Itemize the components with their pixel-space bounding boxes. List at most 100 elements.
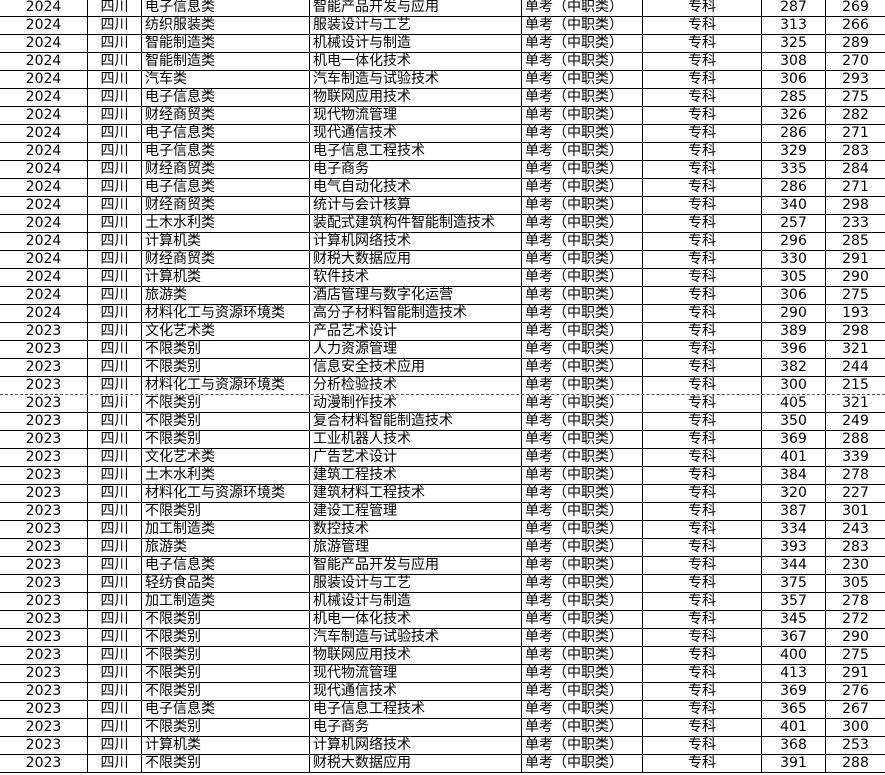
admission-type-cell[interactable]: 单考（中职类）	[522, 431, 643, 448]
level-cell[interactable]: 专科	[643, 359, 762, 376]
category-cell[interactable]: 材料化工与资源环境类	[142, 377, 310, 394]
year-cell[interactable]: 2023	[0, 413, 88, 430]
score-high-cell[interactable]: 375	[762, 575, 826, 592]
major-cell[interactable]: 电子商务	[310, 161, 522, 178]
score-low-cell[interactable]: 291	[842, 251, 869, 267]
level-cell[interactable]: 专科	[643, 503, 762, 520]
year-cell[interactable]: 2023	[0, 323, 88, 340]
level-cell[interactable]: 专科	[643, 251, 762, 268]
admission-type-cell[interactable]: 单考（中职类）	[522, 71, 643, 88]
province-cell[interactable]: 四川	[88, 215, 142, 232]
score-high-cell[interactable]: 334	[762, 521, 826, 538]
major-cell[interactable]: 数控技术	[310, 521, 522, 538]
category-cell[interactable]: 智能制造类	[142, 35, 310, 52]
category-cell[interactable]: 计算机类	[142, 269, 310, 286]
level-cell[interactable]: 专科	[643, 143, 762, 160]
score-low-cell[interactable]: 290	[842, 269, 869, 285]
category-cell[interactable]: 纺织服装类	[142, 17, 310, 34]
level-cell[interactable]: 专科	[643, 287, 762, 304]
admission-type-cell[interactable]: 单考（中职类）	[522, 629, 643, 646]
major-cell[interactable]: 物联网应用技术	[310, 647, 522, 664]
score-high-cell[interactable]: 357	[762, 593, 826, 610]
level-cell[interactable]: 专科	[643, 53, 762, 70]
province-cell[interactable]: 四川	[88, 539, 142, 556]
level-cell[interactable]: 专科	[643, 737, 762, 754]
province-cell[interactable]: 四川	[88, 521, 142, 538]
admission-type-cell[interactable]: 单考（中职类）	[522, 449, 643, 466]
province-cell[interactable]: 四川	[88, 431, 142, 448]
admission-type-cell[interactable]: 单考（中职类）	[522, 539, 643, 556]
level-cell[interactable]: 专科	[643, 647, 762, 664]
major-cell[interactable]: 计算机网络技术	[310, 737, 522, 754]
major-cell[interactable]: 装配式建筑构件智能制造技术	[310, 215, 522, 232]
level-cell[interactable]: 专科	[643, 593, 762, 610]
admission-type-cell[interactable]: 单考（中职类）	[522, 17, 643, 34]
score-high-cell[interactable]: 257	[762, 215, 826, 232]
year-cell[interactable]: 2023	[0, 629, 88, 646]
level-cell[interactable]: 专科	[643, 341, 762, 358]
category-cell[interactable]: 不限类别	[142, 719, 310, 736]
province-cell[interactable]: 四川	[88, 413, 142, 430]
score-high-cell[interactable]: 296	[762, 233, 826, 250]
score-high-cell[interactable]: 413	[762, 665, 826, 682]
admission-type-cell[interactable]: 单考（中职类）	[522, 197, 643, 214]
score-high-cell[interactable]: 287	[762, 0, 826, 16]
score-high-cell[interactable]: 391	[762, 755, 826, 772]
admission-type-cell[interactable]: 单考（中职类）	[522, 161, 643, 178]
year-cell[interactable]: 2024	[0, 179, 88, 196]
province-cell[interactable]: 四川	[88, 0, 142, 16]
province-cell[interactable]: 四川	[88, 359, 142, 376]
score-high-cell[interactable]: 401	[762, 719, 826, 736]
category-cell[interactable]: 加工制造类	[142, 521, 310, 538]
score-low-cell[interactable]: 266	[842, 17, 869, 33]
year-cell[interactable]: 2024	[0, 89, 88, 106]
province-cell[interactable]: 四川	[88, 107, 142, 124]
province-cell[interactable]: 四川	[88, 341, 142, 358]
province-cell[interactable]: 四川	[88, 737, 142, 754]
year-cell[interactable]: 2024	[0, 305, 88, 322]
province-cell[interactable]: 四川	[88, 305, 142, 322]
level-cell[interactable]: 专科	[643, 71, 762, 88]
year-cell[interactable]: 2023	[0, 521, 88, 538]
major-cell[interactable]: 电子商务	[310, 719, 522, 736]
province-cell[interactable]: 四川	[88, 503, 142, 520]
level-cell[interactable]: 专科	[643, 557, 762, 574]
level-cell[interactable]: 专科	[643, 125, 762, 142]
major-cell[interactable]: 信息安全技术应用	[310, 359, 522, 376]
year-cell[interactable]: 2023	[0, 557, 88, 574]
category-cell[interactable]: 财经商贸类	[142, 161, 310, 178]
year-cell[interactable]: 2024	[0, 143, 88, 160]
category-cell[interactable]: 不限类别	[142, 665, 310, 682]
score-low-cell[interactable]: 284	[842, 161, 869, 177]
year-cell[interactable]: 2024	[0, 197, 88, 214]
category-cell[interactable]: 旅游类	[142, 539, 310, 556]
province-cell[interactable]: 四川	[88, 377, 142, 394]
major-cell[interactable]: 智能产品开发与应用	[310, 0, 522, 16]
admission-type-cell[interactable]: 单考（中职类）	[522, 143, 643, 160]
major-cell[interactable]: 机械设计与制造	[310, 35, 522, 52]
level-cell[interactable]: 专科	[643, 719, 762, 736]
score-high-cell[interactable]: 305	[762, 269, 826, 286]
category-cell[interactable]: 旅游类	[142, 287, 310, 304]
score-high-cell[interactable]: 306	[762, 71, 826, 88]
major-cell[interactable]: 电子信息工程技术	[310, 143, 522, 160]
major-cell[interactable]: 财税大数据应用	[310, 755, 522, 772]
admission-type-cell[interactable]: 单考（中职类）	[522, 395, 643, 412]
province-cell[interactable]: 四川	[88, 269, 142, 286]
category-cell[interactable]: 财经商贸类	[142, 251, 310, 268]
admission-type-cell[interactable]: 单考（中职类）	[522, 593, 643, 610]
score-high-cell[interactable]: 326	[762, 107, 826, 124]
category-cell[interactable]: 不限类别	[142, 359, 310, 376]
score-high-cell[interactable]: 335	[762, 161, 826, 178]
province-cell[interactable]: 四川	[88, 53, 142, 70]
year-cell[interactable]: 2023	[0, 701, 88, 718]
category-cell[interactable]: 文化艺术类	[142, 323, 310, 340]
major-cell[interactable]: 酒店管理与数字化运营	[310, 287, 522, 304]
year-cell[interactable]: 2024	[0, 287, 88, 304]
score-high-cell[interactable]: 286	[762, 179, 826, 196]
score-low-cell[interactable]: 339	[842, 449, 869, 465]
major-cell[interactable]: 现代物流管理	[310, 665, 522, 682]
category-cell[interactable]: 不限类别	[142, 755, 310, 772]
score-high-cell[interactable]: 285	[762, 89, 826, 106]
score-low-cell[interactable]: 290	[842, 629, 869, 645]
